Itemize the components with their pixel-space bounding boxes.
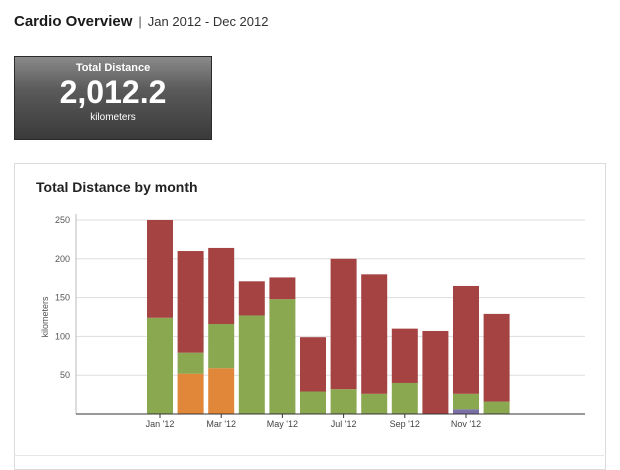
bar-segment [208,247,235,324]
bar-segment [453,285,479,394]
page-title: Cardio Overview [14,13,133,30]
bar-segment [238,281,265,316]
chart-panel: 50 100 150 200 250 kilometers Jan '12 Mar '12 Ma… [14,163,606,470]
x-tick-label: Sep '12 [390,419,420,429]
panel-bottom-divider [14,455,604,456]
x-tick-label: Jan '12 [146,419,175,429]
date-range: Jan 2012 - Dec 2012 [147,14,269,29]
x-tick-label: May '12 [267,419,298,429]
bar-segment [391,382,418,414]
chart-title: Total Distance by month [36,179,198,195]
bar-segment [453,409,479,414]
bar-segment [300,337,326,392]
y-tick-label: 250 [55,215,70,225]
bar-segment [177,352,204,374]
stat-unit: kilometers [90,112,136,123]
bar-segment [177,251,204,353]
stat-label: Total Distance [75,62,151,74]
y-tick-label: 150 [55,293,70,303]
x-tick-label: Jul '12 [331,419,357,429]
y-tick-label: 200 [55,254,70,264]
bar-segment [208,368,235,414]
bar-segment [238,315,265,414]
bar-segment [269,299,296,414]
bar-segment [330,258,357,390]
x-tick-label: Nov '12 [451,419,481,429]
bar-segment [147,317,173,414]
bar-segment [391,328,418,383]
title-separator: | [138,14,142,29]
bar-segment [483,313,510,402]
distance-chart: 50 100 150 200 250 kilometers Jan '12 Mar '12 Ma… [40,214,585,429]
y-axis-label: kilometers [40,296,50,338]
y-tick-label: 100 [55,331,70,341]
bar-segment [361,393,388,414]
bar-segment [330,389,357,414]
bar-segment [300,391,326,414]
bar-segment [453,393,479,410]
total-distance-card: Total Distance 2,012.2 kilometers [14,56,212,140]
bar-segment [422,330,449,414]
y-tick-label: 50 [60,370,70,380]
bar-segment [361,274,388,394]
x-tick-label: Mar '12 [206,419,236,429]
bar-segment [483,401,510,414]
bar-segment [147,220,173,318]
bar-segment [177,373,204,414]
stat-value: 2,012.2 [59,74,167,110]
page-header: Cardio Overview | Jan 2012 - Dec 2012 [14,13,268,30]
bar-segment [269,277,296,300]
bar-segment [208,323,235,369]
